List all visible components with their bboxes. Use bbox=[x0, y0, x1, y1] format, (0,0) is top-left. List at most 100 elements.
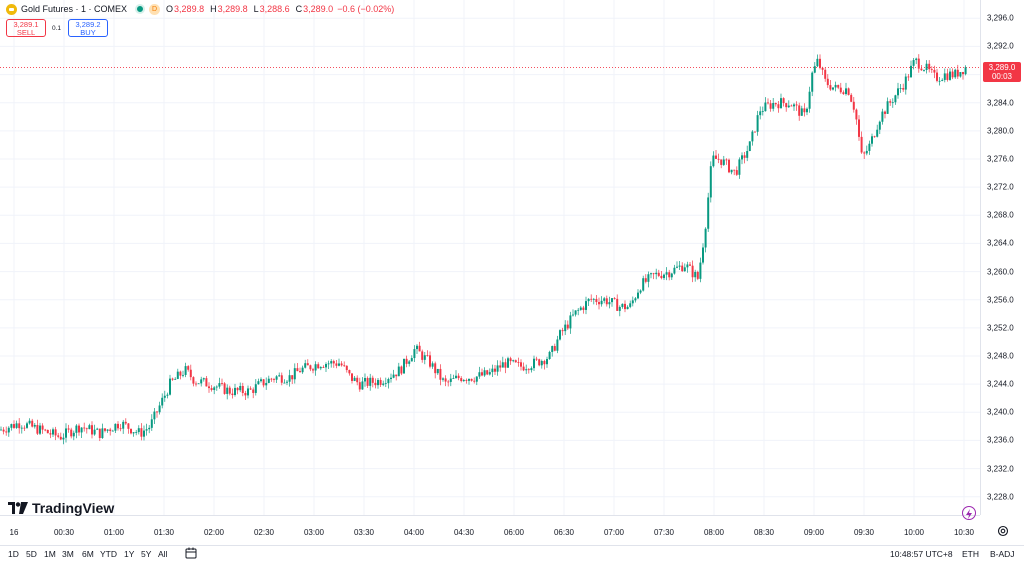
ohlc-low-value: 3,288.6 bbox=[259, 4, 290, 14]
candle-body bbox=[379, 379, 382, 385]
symbol-title[interactable]: Gold Futures · 1 · COMEX bbox=[21, 4, 128, 14]
range-button-5d[interactable]: 5D bbox=[26, 549, 37, 559]
candle-body bbox=[616, 298, 619, 311]
candle-body bbox=[707, 197, 710, 229]
candle-body bbox=[689, 264, 691, 266]
candle-body bbox=[699, 262, 702, 279]
candle-body bbox=[928, 63, 931, 70]
candle-body bbox=[213, 387, 216, 391]
candle-body bbox=[930, 69, 933, 70]
candle-body bbox=[231, 393, 234, 396]
candle-body bbox=[845, 88, 847, 95]
candle-body bbox=[743, 155, 746, 158]
date-range-icon[interactable] bbox=[184, 546, 198, 560]
candle-body bbox=[865, 150, 868, 154]
candle-body bbox=[114, 423, 117, 431]
clock-time[interactable]: 10:48:57 UTC+8 bbox=[890, 549, 953, 559]
candle-body bbox=[569, 315, 572, 329]
candle-body bbox=[954, 69, 957, 78]
candle-body bbox=[475, 376, 478, 382]
tradingview-logo-icon bbox=[8, 502, 28, 514]
tradingview-logo[interactable]: TradingView bbox=[8, 500, 114, 516]
candle-body bbox=[800, 108, 803, 116]
candle-body bbox=[353, 377, 356, 381]
candle-body bbox=[265, 382, 268, 386]
candle-body bbox=[897, 88, 899, 96]
candle-body bbox=[494, 368, 496, 372]
candle-body bbox=[670, 273, 673, 278]
candle-body bbox=[925, 63, 928, 70]
candle-body bbox=[910, 65, 912, 78]
range-button-1d[interactable]: 1D bbox=[8, 549, 19, 559]
adjustment-toggle[interactable]: B-ADJ bbox=[990, 549, 1015, 559]
candle-body bbox=[325, 364, 327, 368]
candle-body bbox=[486, 370, 489, 375]
candle-body bbox=[26, 423, 28, 428]
candle-body bbox=[899, 88, 902, 89]
candle-body bbox=[850, 94, 853, 102]
buy-button[interactable]: 3,289.2 BUY bbox=[68, 19, 108, 37]
candle-body bbox=[421, 351, 424, 360]
sell-price: 3,289.1 bbox=[13, 20, 39, 29]
range-button-ytd[interactable]: YTD bbox=[100, 549, 117, 559]
price-tick-label: 3,268.0 bbox=[987, 210, 1014, 220]
price-tick-label: 3,296.0 bbox=[987, 13, 1014, 23]
candle-body bbox=[361, 381, 364, 390]
candle-body bbox=[434, 363, 437, 374]
candle-body bbox=[405, 358, 408, 364]
candle-body bbox=[410, 358, 413, 362]
time-tick-label: 10:30 bbox=[953, 528, 975, 537]
time-axis[interactable]: 16 00:30 01:00 01:30 02:00 02:30 03:00 03:30 04:… bbox=[0, 515, 980, 546]
candle-body bbox=[720, 159, 723, 165]
candle-body bbox=[148, 427, 151, 430]
candle-body bbox=[915, 58, 918, 61]
candle-body bbox=[644, 278, 647, 282]
time-tick-label: 09:00 bbox=[803, 528, 825, 537]
candle-body bbox=[891, 102, 894, 104]
candle-body bbox=[223, 383, 226, 394]
range-button-all[interactable]: All bbox=[158, 549, 168, 559]
candle-body bbox=[374, 382, 377, 386]
candle-body bbox=[535, 358, 538, 360]
candle-body bbox=[829, 85, 832, 90]
candle-body bbox=[122, 421, 125, 429]
candle-body bbox=[416, 345, 418, 350]
candle-body bbox=[273, 379, 275, 381]
candle-body bbox=[501, 362, 504, 368]
range-button-6m[interactable]: 6M bbox=[82, 549, 94, 559]
candle-body bbox=[852, 101, 855, 110]
candle-body bbox=[267, 378, 270, 383]
candle-body bbox=[306, 363, 309, 366]
range-button-1y[interactable]: 1Y bbox=[124, 549, 135, 559]
range-button-5y[interactable]: 5Y bbox=[141, 549, 152, 559]
candle-body bbox=[93, 429, 96, 435]
session-toggle[interactable]: ETH bbox=[962, 549, 979, 559]
candle-body bbox=[46, 429, 49, 434]
candle-body bbox=[793, 104, 795, 107]
candle-body bbox=[527, 369, 530, 371]
candle-body bbox=[608, 302, 611, 305]
settings-gear-icon[interactable] bbox=[996, 524, 1010, 538]
range-button-3m[interactable]: 3M bbox=[62, 549, 74, 559]
candle-body bbox=[234, 387, 236, 396]
candle-body bbox=[621, 303, 624, 307]
sell-button[interactable]: 3,289.1 SELL bbox=[6, 19, 46, 37]
candle-body bbox=[665, 272, 668, 275]
candle-body bbox=[236, 387, 239, 391]
candle-body bbox=[382, 383, 385, 385]
candle-body bbox=[538, 359, 541, 366]
range-button-1m[interactable]: 1M bbox=[44, 549, 56, 559]
candle-body bbox=[600, 300, 603, 305]
candle-body bbox=[821, 67, 824, 70]
ohlc-low-label: L bbox=[253, 4, 259, 14]
candle-body bbox=[119, 428, 122, 430]
candle-body bbox=[561, 330, 564, 332]
chart-plot[interactable] bbox=[0, 0, 980, 515]
lightning-icon[interactable] bbox=[962, 506, 976, 520]
candle-body bbox=[280, 375, 283, 383]
candle-body bbox=[564, 324, 567, 332]
candle-body bbox=[577, 309, 580, 311]
candle-body bbox=[876, 129, 879, 137]
price-tick-label: 3,232.0 bbox=[987, 464, 1014, 474]
candle-body bbox=[533, 358, 535, 369]
